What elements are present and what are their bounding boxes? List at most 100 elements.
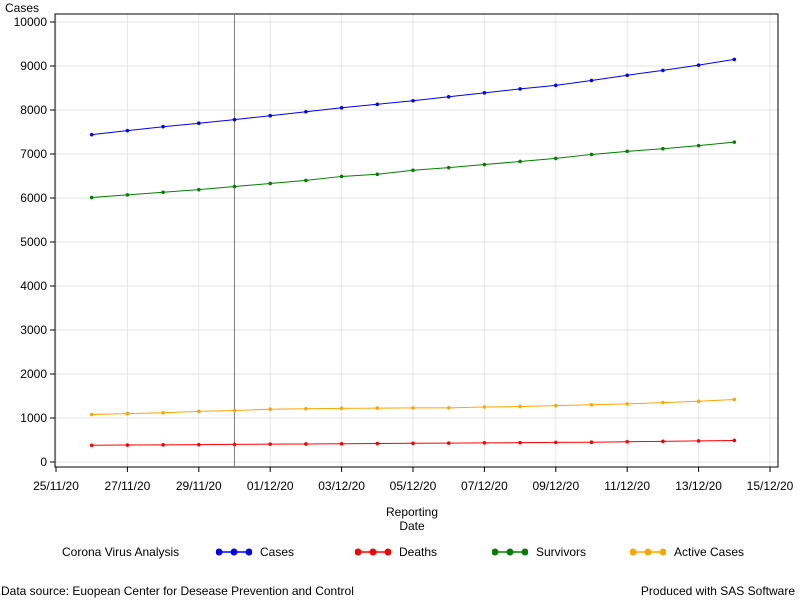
data-point-active-cases (446, 406, 451, 410)
line-chart: 0 1000 2000 3000 4000 5000 6000 7000 8000 9000 100… (5, 1, 794, 533)
legend-item-active-cases: Active Cases (630, 545, 744, 559)
x-tick-label: 13/12/20 (675, 479, 722, 493)
data-point-survivors (304, 178, 308, 183)
x-tick-label: 03/12/20 (318, 479, 365, 493)
data-point-active-cases (518, 404, 522, 409)
legend-item-survivors: Survivors (492, 545, 586, 559)
data-point-survivors (625, 149, 629, 154)
data-point-active-cases (696, 399, 701, 404)
y-tick-label: 5000 (20, 235, 47, 249)
x-tick-label: 11/12/20 (604, 479, 650, 493)
x-tick-label: 15/12/20 (747, 479, 794, 493)
data-point-active-cases (232, 408, 237, 413)
y-axis-title: Cases (5, 1, 39, 15)
data-point-survivors (482, 162, 487, 167)
data-point-cases (125, 128, 130, 133)
data-point-cases (232, 117, 237, 122)
data-point-deaths (554, 440, 558, 445)
data-point-deaths (268, 442, 273, 446)
data-point-active-cases (625, 402, 629, 406)
x-tick-label: 29/11/20 (176, 479, 222, 493)
x-tick-label: 09/12/20 (532, 479, 579, 493)
data-point-active-cases (161, 410, 165, 415)
legend-label-cases: Cases (260, 545, 295, 559)
y-tick-label: 2000 (20, 367, 47, 381)
data-point-cases (589, 78, 594, 83)
data-point-survivors (268, 181, 273, 186)
y-tick-label: 10000 (14, 15, 48, 29)
data-point-cases (411, 98, 415, 103)
data-point-active-cases (89, 412, 94, 417)
data-point-deaths (125, 443, 130, 447)
data-point-active-cases (732, 397, 737, 402)
y-tick-label: 8000 (20, 103, 47, 117)
data-point-survivors (446, 165, 451, 170)
data-point-survivors (554, 156, 558, 161)
data-point-cases (482, 91, 487, 95)
data-point-deaths (89, 443, 94, 448)
legend-swatch-active-cases (630, 548, 666, 556)
data-point-deaths (232, 442, 237, 447)
data-point-survivors (732, 140, 737, 144)
data-point-survivors (197, 187, 201, 192)
x-tick-label: 25/11/20 (33, 479, 79, 493)
x-tick-label: 01/12/20 (247, 479, 294, 493)
data-point-active-cases (197, 409, 201, 414)
x-axis-title-line2: Date (399, 519, 425, 533)
data-point-survivors (339, 174, 344, 179)
y-tick-label: 9000 (20, 59, 47, 73)
legend-item-deaths: Deaths (355, 545, 437, 559)
legend-swatch-cases (216, 548, 252, 556)
data-point-deaths (482, 441, 487, 445)
data-point-deaths (446, 441, 451, 445)
data-point-deaths (732, 438, 737, 443)
y-tick-label: 1000 (20, 411, 47, 425)
data-point-cases (197, 121, 201, 125)
data-point-cases (161, 124, 165, 129)
data-point-survivors (125, 193, 130, 197)
data-point-survivors (589, 152, 594, 157)
data-point-active-cases (482, 405, 487, 409)
data-point-active-cases (304, 406, 308, 411)
data-point-survivors (232, 184, 237, 189)
x-tick-label: 07/12/20 (461, 479, 508, 493)
data-point-cases (446, 95, 451, 99)
data-point-cases (625, 73, 629, 78)
data-point-deaths (696, 439, 701, 443)
data-point-survivors (89, 195, 94, 200)
y-tick-label: 4000 (20, 279, 47, 293)
data-point-cases (268, 113, 273, 118)
legend-item-cases: Cases (216, 545, 294, 559)
data-point-cases (304, 109, 308, 114)
data-point-survivors (375, 172, 380, 177)
data-point-deaths (625, 439, 629, 444)
data-point-active-cases (125, 411, 130, 416)
data-source-note: Data source: Euopean Center for Desease … (1, 584, 354, 598)
data-point-active-cases (268, 407, 273, 412)
data-point-survivors (661, 146, 665, 151)
data-point-survivors (161, 190, 165, 195)
legend-swatch-survivors (492, 548, 528, 556)
data-point-cases (89, 132, 94, 137)
data-point-survivors (696, 143, 701, 148)
data-point-cases (696, 63, 701, 67)
data-point-deaths (661, 439, 665, 444)
data-point-deaths (339, 441, 344, 446)
y-tick-label: 0 (40, 455, 47, 469)
data-point-deaths (161, 443, 165, 447)
y-tick-label: 7000 (20, 147, 47, 161)
legend-label-survivors: Survivors (536, 545, 587, 559)
x-tick-label: 05/12/20 (390, 479, 437, 493)
data-point-deaths (589, 440, 594, 445)
data-point-deaths (411, 441, 415, 446)
data-point-cases (661, 68, 665, 73)
data-point-cases (375, 102, 380, 107)
data-point-active-cases (411, 406, 415, 410)
y-tick-label: 6000 (20, 191, 47, 205)
data-point-deaths (304, 442, 308, 446)
data-point-cases (518, 87, 522, 91)
software-credit: Produced with SAS Software (640, 584, 795, 598)
data-point-active-cases (554, 403, 558, 408)
data-point-deaths (375, 441, 380, 446)
data-point-cases (554, 83, 558, 88)
